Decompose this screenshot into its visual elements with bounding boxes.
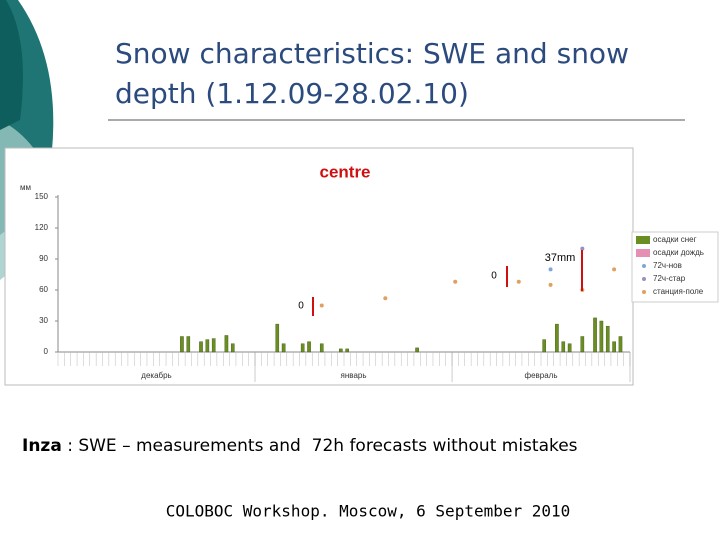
month-label: декабрь xyxy=(141,371,171,380)
bar xyxy=(345,348,349,353)
bar xyxy=(580,336,585,353)
caption-text: : SWE – measurements and 72h forecasts w… xyxy=(62,436,578,456)
legend-label: станция-поле xyxy=(653,287,704,296)
bar xyxy=(555,323,559,353)
footer: COLOBOC Workshop. Moscow, 6 September 20… xyxy=(166,502,571,521)
legend-label: 72ч-нов xyxy=(653,261,682,270)
bar xyxy=(180,336,184,353)
caption: Inza : SWE – measurements and 72h foreca… xyxy=(22,436,578,456)
chart-frame xyxy=(4,147,634,386)
bar xyxy=(542,339,546,353)
point xyxy=(516,279,521,284)
chart-title: centre xyxy=(319,162,370,181)
point xyxy=(453,279,458,284)
slide-title: Snow characteristics: SWE and snow xyxy=(115,37,629,70)
annotation: 0 xyxy=(298,301,304,312)
decor-shape xyxy=(0,0,23,130)
bar xyxy=(319,343,324,353)
bar xyxy=(186,336,191,353)
bar xyxy=(275,323,280,353)
bar xyxy=(281,343,286,353)
month-label: январь xyxy=(341,371,367,380)
bar xyxy=(300,343,305,353)
bar xyxy=(567,343,572,353)
bar xyxy=(599,320,604,353)
bar xyxy=(230,343,235,353)
bar xyxy=(211,338,216,353)
point xyxy=(612,267,617,272)
legend-label: 72ч-стар xyxy=(653,274,686,283)
bar xyxy=(224,335,229,353)
bar xyxy=(612,341,616,353)
month-label: февраль xyxy=(525,371,558,380)
bar xyxy=(339,348,343,353)
legend: осадки снег осадки дождь 72ч-нов 72ч-стар ст… xyxy=(636,235,704,296)
legend-label: осадки снег xyxy=(653,235,697,244)
bar xyxy=(618,336,623,353)
bar xyxy=(307,341,311,353)
point xyxy=(580,246,585,251)
legend-swatch xyxy=(636,236,650,244)
y-tick-label: 90 xyxy=(39,254,48,263)
point xyxy=(383,296,388,301)
y-axis-label: мм xyxy=(20,183,31,192)
point xyxy=(548,267,553,272)
bar xyxy=(415,347,419,353)
y-tick-label: 150 xyxy=(35,192,49,201)
annotation: 37mm xyxy=(545,252,576,264)
y-tick-label: 30 xyxy=(39,316,48,325)
legend-swatch xyxy=(636,249,650,257)
bar xyxy=(593,317,597,353)
bar xyxy=(561,341,566,353)
y-tick-label: 0 xyxy=(44,347,49,356)
legend-swatch xyxy=(642,290,646,294)
point xyxy=(319,303,324,308)
caption-place: Inza xyxy=(22,436,62,456)
annotation: 0 xyxy=(491,271,497,282)
legend-label: осадки дождь xyxy=(653,248,704,257)
legend-swatch xyxy=(642,277,646,281)
y-tick-label: 120 xyxy=(35,223,49,232)
legend-swatch xyxy=(642,264,646,268)
bar xyxy=(199,341,203,353)
slide-title: depth (1.12.09-28.02.10) xyxy=(115,77,469,110)
y-tick-label: 60 xyxy=(39,285,48,294)
bar xyxy=(205,339,210,353)
bar xyxy=(605,325,610,353)
plot-area: 0 30 60 90 120 150 декабрь январь февраль xyxy=(35,192,631,382)
point xyxy=(548,282,553,287)
